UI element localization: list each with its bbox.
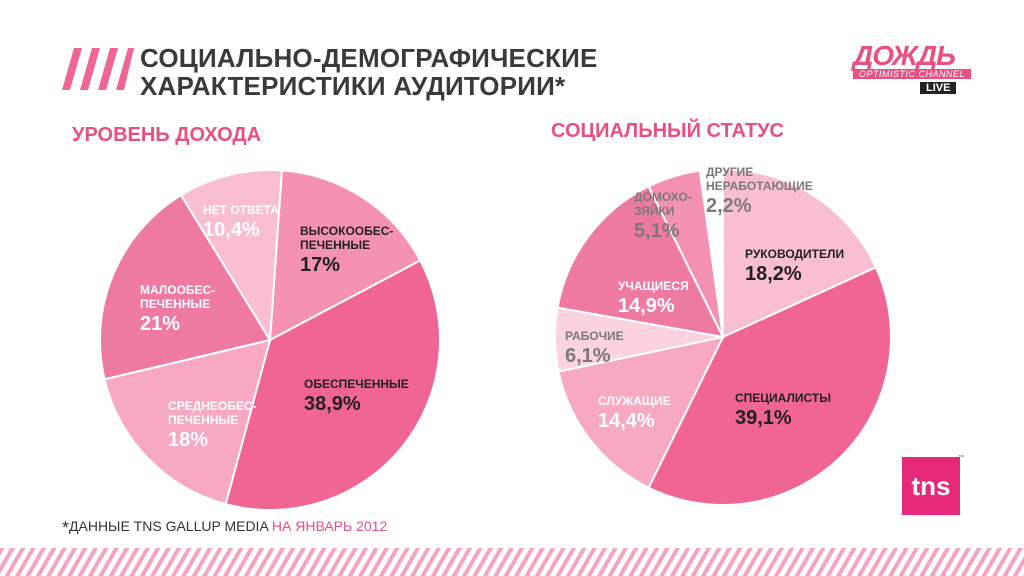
slice-value-label: 10,4%	[203, 219, 260, 241]
slice-name-label: СЛУЖАЩИЕ	[598, 394, 671, 408]
income-pie: ВЫСОКООБЕС-ПЕЧЕННЫЕ17%ОБЕСПЕЧЕННЫЕ38,9%С…	[99, 169, 441, 511]
slice-name-label: ПЕЧЕННЫЕ	[300, 238, 370, 252]
slice-name-label: НЕТ ОТВЕТА	[203, 203, 279, 217]
logo-tagline: OPTIMISTIC CHANNEL	[853, 69, 972, 79]
pie-slice	[722, 167, 878, 339]
slice-name-label: РАБОЧИЕ	[565, 329, 624, 343]
page-title: СОЦИАЛЬНО-ДЕМОГРАФИЧЕСКИЕ ХАРАКТЕРИСТИКИ…	[140, 44, 598, 100]
footnote-date: НА ЯНВАРЬ 2012	[271, 518, 388, 534]
slice-value-label: 39,1%	[735, 407, 792, 429]
pie-slice	[557, 335, 725, 489]
dozhd-logo: ДОЖДЬ OPTIMISTIC CHANNEL LIVE	[835, 40, 975, 100]
logo-name: ДОЖДЬ	[853, 40, 956, 71]
status-chart-title: СОЦИАЛЬНЫЙ СТАТУС	[551, 120, 784, 142]
tns-trademark: ™	[958, 455, 964, 461]
slice-value-label: 2,2%	[706, 195, 752, 217]
slice-name-label: РУКОВОДИТЕЛИ	[745, 247, 844, 261]
slice-value-label: 6,1%	[565, 345, 611, 367]
slice-name-label: ВЫСОКООБЕС-	[300, 224, 393, 238]
slice-name-label: ОБЕСПЕЧЕННЫЕ	[304, 377, 409, 391]
slice-name-label: ДРУГИЕ	[706, 165, 753, 179]
slice-name-label: ЗЯЙКИ	[634, 203, 674, 218]
slice-name-label: СРЕДНЕОБЕС-	[168, 399, 257, 413]
slice-value-label: 14,9%	[618, 295, 675, 317]
tns-logo: tns	[902, 457, 960, 515]
pie-slice	[99, 193, 272, 381]
pie-slice	[224, 259, 441, 511]
logo-live-badge: LIVE	[920, 82, 957, 94]
slice-value-label: 14,4%	[598, 410, 655, 432]
pie-slice	[698, 167, 724, 338]
slash-decoration	[62, 48, 134, 90]
pie-slice	[647, 266, 892, 506]
slice-name-label: ПЕЧЕННЫЕ	[168, 413, 238, 427]
slice-value-label: 38,9%	[304, 393, 361, 415]
pie-slice	[268, 169, 422, 342]
slice-name-label: СПЕЦИАЛИСТЫ	[735, 391, 831, 405]
page-title-line-2: ХАРАКТЕРИСТИКИ АУДИТОРИИ*	[140, 71, 566, 101]
status-pie: РУКОВОДИТЕЛИ 18,2% СПЕЦИАЛИСТЫ 39,1% СЛУЖАЩИ…	[554, 165, 892, 506]
slice-value-label: 5,1%	[634, 220, 680, 242]
footnote-source: ДАННЫЕ TNS GALLUP MEDIA	[69, 518, 272, 534]
pie-slice	[179, 169, 283, 344]
income-chart-title: УРОВЕНЬ ДОХОДА	[72, 124, 262, 146]
pie-slice	[103, 338, 272, 506]
pie-slice	[556, 185, 725, 339]
footnote: *ДАННЫЕ TNS GALLUP MEDIA НА ЯНВАРЬ 2012	[62, 518, 387, 539]
slice-name-label: НЕРАБОТАЮЩИЕ	[706, 179, 813, 193]
slice-value-label: 18,2%	[745, 263, 802, 285]
footnote-star: *	[62, 518, 70, 538]
bottom-stripe	[0, 548, 1024, 576]
slice-name-label: ПЕЧЕННЫЕ	[140, 297, 210, 311]
slice-value-label: 18%	[168, 429, 208, 451]
slice-name-label: ДОМОХО-	[634, 190, 692, 204]
page-title-line-1: СОЦИАЛЬНО-ДЕМОГРАФИЧЕСКИЕ	[140, 43, 598, 73]
slice-value-label: 21%	[140, 313, 180, 335]
slice-value-label: 17%	[300, 254, 340, 276]
slice-name-label: УЧАЩИЕСЯ	[618, 279, 689, 293]
slice-name-label: МАЛООБЕС-	[140, 283, 215, 297]
